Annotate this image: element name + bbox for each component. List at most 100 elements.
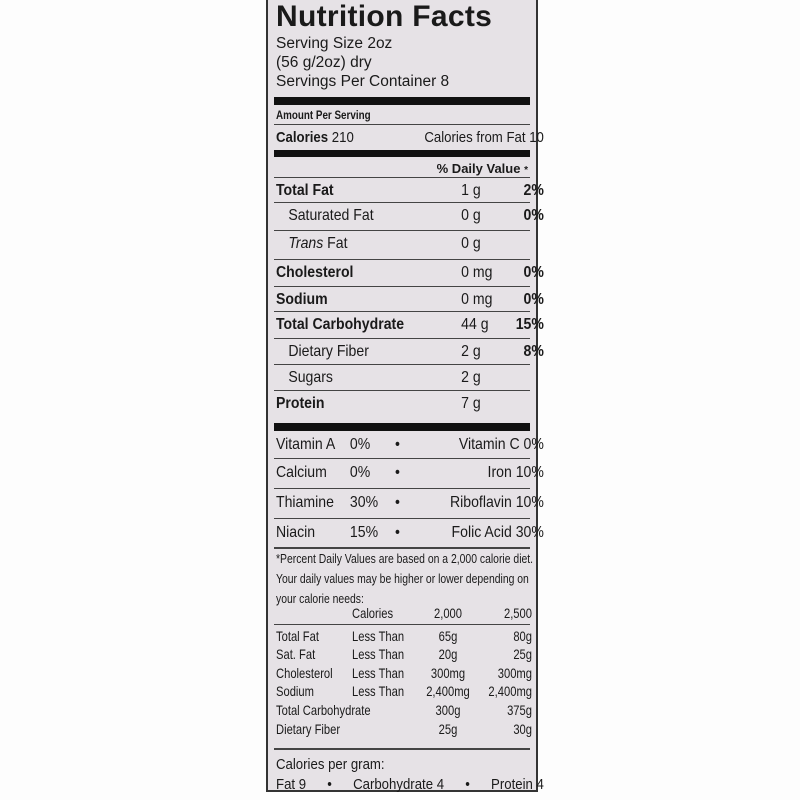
nutrient-row: Sodium 0 mg 0% bbox=[276, 291, 544, 309]
calories-per-gram: Calories per gram: bbox=[276, 756, 385, 773]
divider bbox=[274, 518, 530, 519]
fat-per-gram: Fat 9 bbox=[276, 776, 307, 793]
vitamin-name: Niacin bbox=[276, 524, 316, 541]
carb-per-gram: Carbohydrate 4 bbox=[353, 776, 445, 793]
nutrient-row: Trans Fat 0 g bbox=[276, 235, 544, 253]
dv-limit: Less Than bbox=[352, 646, 405, 662]
label-title: Nutrition Facts bbox=[276, 0, 493, 33]
dv-nutrient: Dietary Fiber bbox=[276, 721, 341, 737]
dv-2500: 2,500 bbox=[503, 605, 532, 621]
vitamin-row: Calcium 0% • Iron 10% bbox=[276, 464, 544, 482]
dv-2500: 375g bbox=[507, 702, 532, 718]
dv-2500: 300mg bbox=[497, 665, 532, 681]
calories-from-fat: Calories from Fat 10 bbox=[424, 129, 544, 146]
calories-row: Calories 210 Calories from Fat 10 bbox=[276, 129, 544, 146]
nutrient-name: Cholesterol bbox=[276, 264, 354, 281]
dv-table-row: Cholesterol Less Than 300mg 300mg bbox=[276, 665, 544, 681]
dv-limit: Calories bbox=[352, 605, 394, 621]
nutrient-daily-value: 8% bbox=[523, 343, 544, 360]
nutrient-amount: 44 g bbox=[461, 316, 489, 333]
vitamin-name: Vitamin C bbox=[458, 436, 520, 453]
divider bbox=[274, 338, 530, 339]
divider bbox=[274, 124, 530, 125]
vitamin-value: 30% bbox=[515, 524, 544, 541]
nutrient-row: Protein 7 g bbox=[276, 395, 544, 413]
dv-table-row: Dietary Fiber 25g 30g bbox=[276, 721, 544, 737]
dv-limit: Less Than bbox=[352, 683, 405, 699]
dv-2500: 30g bbox=[513, 721, 532, 737]
dv-2000: 300g bbox=[435, 702, 461, 718]
divider bbox=[274, 547, 530, 549]
vitamin-name: Riboflavin bbox=[449, 494, 512, 511]
dv-nutrient: Total Fat bbox=[276, 628, 319, 644]
bullet: • bbox=[327, 776, 332, 793]
dv-2000: 25g bbox=[438, 721, 458, 737]
daily-value-header: % Daily Value * bbox=[276, 161, 528, 176]
divider bbox=[274, 488, 530, 489]
nutrient-daily-value: 0% bbox=[523, 291, 544, 308]
footnote-line: your calorie needs: bbox=[276, 591, 364, 606]
nutrient-amount: 2 g bbox=[461, 369, 481, 386]
bullet: • bbox=[394, 436, 400, 453]
vitamin-row: Niacin 15% • Folic Acid 30% bbox=[276, 524, 544, 542]
dv-2000: 300mg bbox=[430, 665, 466, 681]
dv-table-row: Total Carbohydrate 300g 375g bbox=[276, 702, 544, 718]
asterisk: * bbox=[524, 165, 528, 176]
divider bbox=[274, 177, 530, 178]
servings-per-container: Servings Per Container 8 bbox=[276, 73, 450, 90]
nutrient-name: Dietary Fiber bbox=[288, 343, 369, 360]
per-gram-row: Fat 9 • Carbohydrate 4 • Protein 4 bbox=[276, 776, 544, 793]
nutrient-name: Sugars bbox=[288, 369, 333, 386]
serving-size: Serving Size 2oz bbox=[276, 35, 393, 52]
divider bbox=[274, 364, 530, 365]
amount-per-serving: Amount Per Serving bbox=[276, 108, 371, 122]
bullet: • bbox=[394, 464, 400, 481]
thick-divider bbox=[274, 423, 530, 431]
vitamin-name: Calcium bbox=[276, 464, 327, 481]
nutrient-amount: 7 g bbox=[461, 395, 481, 412]
nutrient-daily-value: 0% bbox=[523, 264, 544, 281]
vitamin-value: 15% bbox=[349, 524, 379, 541]
divider bbox=[274, 286, 530, 287]
divider bbox=[274, 748, 530, 750]
dv-2500: 2,400mg bbox=[488, 683, 532, 699]
dv-2000: 65g bbox=[438, 628, 458, 644]
nutrient-amount: 0 mg bbox=[461, 264, 493, 281]
nutrient-amount: 2 g bbox=[461, 343, 481, 360]
vitamin-value: 0% bbox=[349, 464, 371, 481]
nutrition-facts-label: Nutrition Facts Serving Size 2oz (56 g/2… bbox=[266, 0, 544, 793]
vitamin-name: Iron bbox=[487, 464, 512, 481]
nutrient-name: Protein bbox=[276, 395, 325, 412]
divider bbox=[274, 390, 530, 391]
divider bbox=[274, 259, 530, 260]
nutrient-name: Trans bbox=[288, 235, 324, 252]
nutrient-amount: 0 g bbox=[461, 235, 481, 252]
nutrient-name: Total Carbohydrate bbox=[276, 316, 405, 333]
nutrient-amount: 0 mg bbox=[461, 291, 493, 308]
nutrient-daily-value: 2% bbox=[523, 182, 544, 199]
vitamin-value: 30% bbox=[349, 494, 379, 511]
vitamin-row: Thiamine 30% • Riboflavin 10% bbox=[276, 494, 544, 512]
nutrient-name: Sodium bbox=[276, 291, 328, 308]
divider bbox=[274, 624, 530, 625]
dv-limit: Less Than bbox=[352, 665, 405, 681]
bullet: • bbox=[394, 494, 400, 511]
vitamin-name: Folic Acid bbox=[451, 524, 512, 541]
bullet: • bbox=[394, 524, 400, 541]
dv-table-row: Sat. Fat Less Than 20g 25g bbox=[276, 646, 544, 662]
dv-2500: 25g bbox=[513, 646, 532, 662]
vitamin-row: Vitamin A 0% • Vitamin C 0% bbox=[276, 436, 544, 454]
divider bbox=[274, 311, 530, 312]
vitamin-value: 0% bbox=[523, 436, 544, 453]
vitamin-value: 0% bbox=[349, 436, 371, 453]
nutrient-row: Sugars 2 g bbox=[276, 369, 544, 387]
vitamin-value: 10% bbox=[515, 464, 544, 481]
divider bbox=[274, 202, 530, 203]
footnote-line: Your daily values may be higher or lower… bbox=[276, 571, 529, 586]
nutrient-amount: 1 g bbox=[461, 182, 481, 199]
dv-2000: 20g bbox=[438, 646, 458, 662]
nutrient-row: Dietary Fiber 2 g 8% bbox=[276, 343, 544, 361]
dv-table-header: Calories 2,000 2,500 bbox=[276, 605, 544, 621]
dv-table-row: Total Fat Less Than 65g 80g bbox=[276, 628, 544, 644]
divider bbox=[274, 458, 530, 459]
